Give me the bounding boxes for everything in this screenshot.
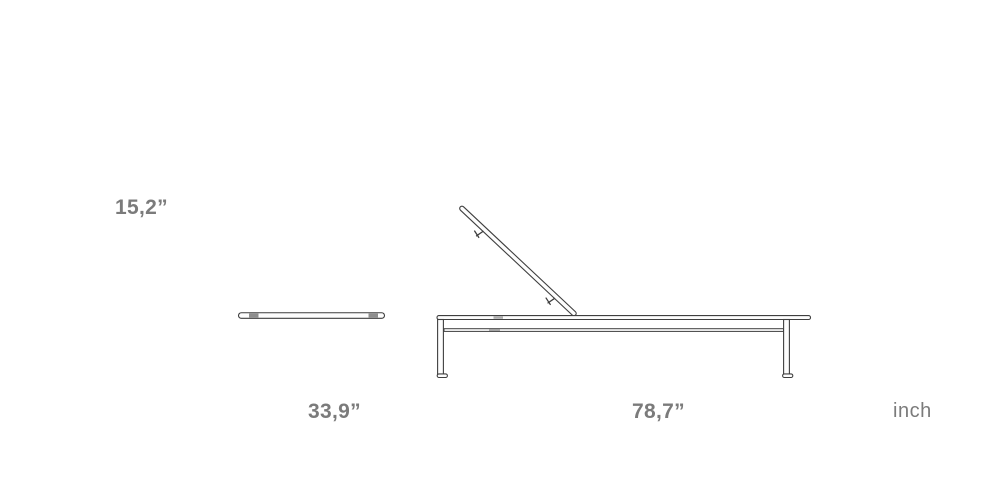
- flat-lounger-drawing: [237, 312, 386, 319]
- lounger-left-leg: [437, 318, 444, 376]
- lounger-backrest: [459, 205, 577, 317]
- length-dimension-label: 78,7”: [632, 400, 685, 423]
- rail-hinge-mark: [489, 329, 500, 331]
- lounger-bed-surface: [436, 315, 812, 321]
- backrest-support-hook-upper: [473, 230, 484, 239]
- reclined-lounger-drawing: [436, 205, 812, 379]
- flat-lounger-right-sleeve: [368, 313, 378, 318]
- lounger-left-foot: [436, 373, 448, 379]
- unit-label: inch: [893, 400, 932, 422]
- height-dimension-label: 15,2”: [115, 196, 168, 219]
- lounger-right-foot: [782, 373, 794, 379]
- flat-lounger-left-sleeve: [249, 313, 259, 318]
- bed-hinge-mark-top: [493, 316, 503, 319]
- width-dimension-label: 33,9”: [308, 400, 361, 423]
- lounger-right-leg: [783, 318, 790, 376]
- backrest-support-hook-lower: [545, 297, 556, 306]
